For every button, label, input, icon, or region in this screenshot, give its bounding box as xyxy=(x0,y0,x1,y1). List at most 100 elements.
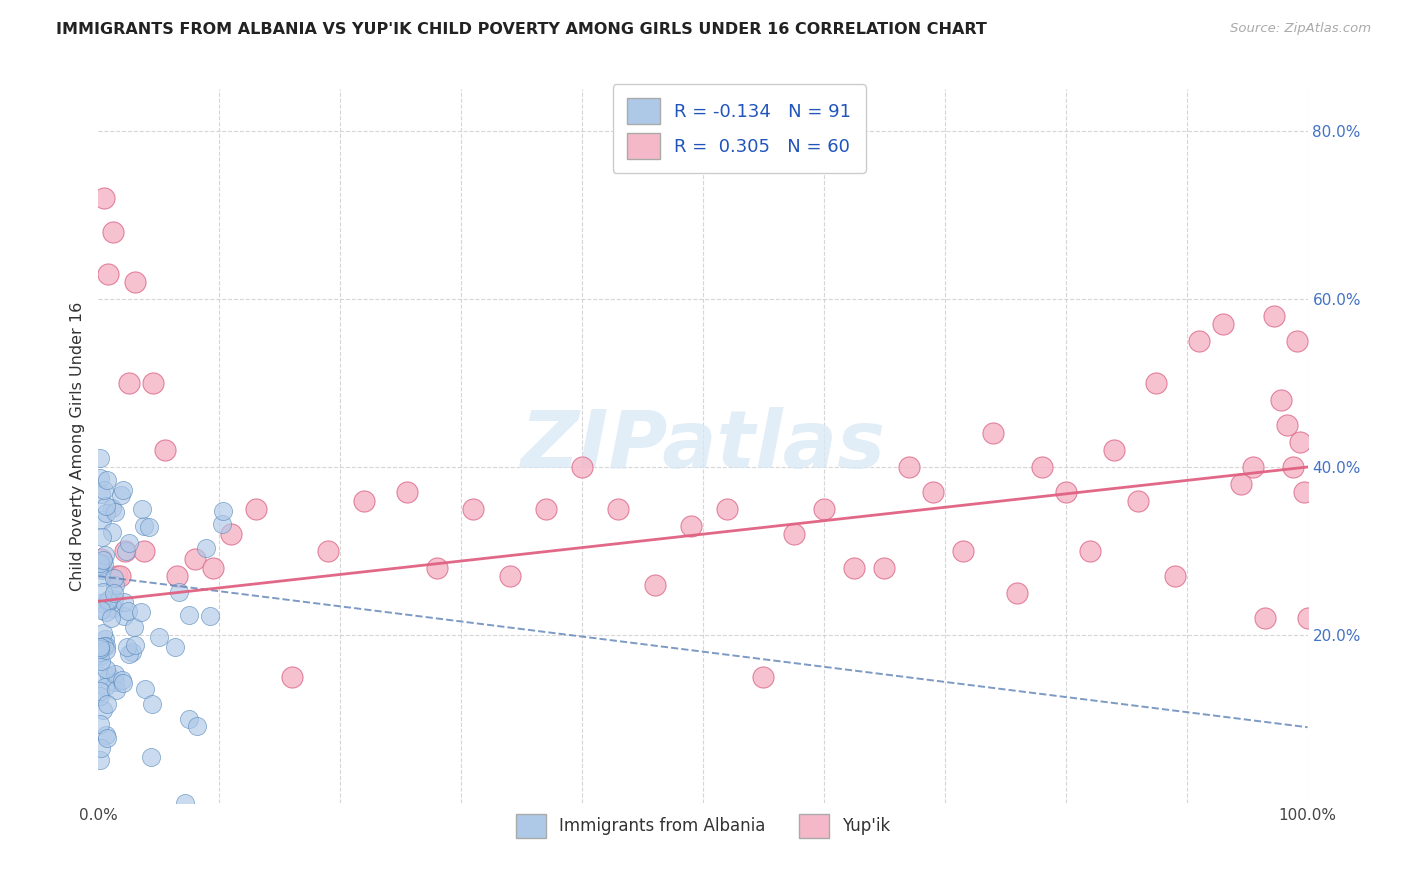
Point xyxy=(463,502,485,516)
Point xyxy=(96,473,118,487)
Point xyxy=(1054,485,1077,500)
Point xyxy=(1230,476,1253,491)
Point xyxy=(124,275,146,289)
Point xyxy=(752,670,775,684)
Point xyxy=(395,485,418,500)
Point xyxy=(108,569,131,583)
Point xyxy=(122,620,145,634)
Point xyxy=(184,552,207,566)
Point xyxy=(1128,493,1150,508)
Point xyxy=(89,641,111,656)
Point xyxy=(644,577,666,591)
Point xyxy=(91,626,114,640)
Text: ZIPatlas: ZIPatlas xyxy=(520,407,886,485)
Point xyxy=(1254,611,1277,625)
Point xyxy=(103,571,125,585)
Point xyxy=(132,519,155,533)
Point xyxy=(211,517,233,532)
Point xyxy=(91,584,114,599)
Point xyxy=(89,640,111,655)
Point xyxy=(89,717,111,731)
Point xyxy=(353,493,375,508)
Point xyxy=(1163,569,1185,583)
Point xyxy=(90,640,112,654)
Point xyxy=(114,544,136,558)
Point xyxy=(952,544,974,558)
Point xyxy=(716,502,738,516)
Point xyxy=(111,483,134,497)
Point xyxy=(1289,434,1312,449)
Point xyxy=(195,541,218,555)
Point xyxy=(142,376,165,390)
Point xyxy=(94,680,117,694)
Point xyxy=(96,731,118,745)
Point xyxy=(96,500,118,514)
Point xyxy=(90,655,112,669)
Point xyxy=(129,605,152,619)
Point xyxy=(813,502,835,516)
Point xyxy=(897,460,920,475)
Point xyxy=(1188,334,1211,348)
Point xyxy=(91,530,114,544)
Point xyxy=(1275,417,1298,432)
Point xyxy=(101,524,124,539)
Point xyxy=(94,605,117,619)
Point xyxy=(1146,376,1168,390)
Point xyxy=(103,585,125,599)
Point xyxy=(94,643,117,657)
Point xyxy=(94,506,117,520)
Point xyxy=(1212,318,1234,332)
Point xyxy=(100,500,122,515)
Point xyxy=(1102,443,1125,458)
Point xyxy=(93,483,115,497)
Point xyxy=(97,593,120,607)
Point xyxy=(1292,485,1315,500)
Point xyxy=(89,451,111,466)
Point xyxy=(221,527,243,541)
Point xyxy=(114,544,136,558)
Point xyxy=(111,673,134,688)
Point xyxy=(166,569,188,583)
Point xyxy=(96,698,118,712)
Point xyxy=(281,670,304,684)
Point xyxy=(103,591,125,606)
Point xyxy=(134,544,156,558)
Point xyxy=(90,741,112,756)
Point xyxy=(89,556,111,570)
Point xyxy=(124,638,146,652)
Point xyxy=(134,682,156,697)
Point xyxy=(89,645,111,659)
Point xyxy=(97,267,120,281)
Point xyxy=(138,519,160,533)
Point xyxy=(1078,544,1101,558)
Point xyxy=(89,684,111,698)
Point xyxy=(89,649,111,664)
Point xyxy=(921,485,943,500)
Point xyxy=(104,666,127,681)
Point xyxy=(534,502,557,516)
Point xyxy=(1263,309,1285,323)
Point xyxy=(571,460,593,475)
Point xyxy=(101,225,124,239)
Point xyxy=(90,596,112,610)
Point xyxy=(131,502,153,516)
Point xyxy=(139,749,162,764)
Point xyxy=(104,682,127,697)
Point xyxy=(89,560,111,574)
Point xyxy=(96,728,118,742)
Point xyxy=(104,578,127,592)
Point xyxy=(844,560,866,574)
Point xyxy=(118,376,141,390)
Point xyxy=(118,647,141,661)
Point xyxy=(607,502,630,516)
Point xyxy=(118,536,141,550)
Text: IMMIGRANTS FROM ALBANIA VS YUP'IK CHILD POVERTY AMONG GIRLS UNDER 16 CORRELATION: IMMIGRANTS FROM ALBANIA VS YUP'IK CHILD … xyxy=(56,22,987,37)
Point xyxy=(177,608,200,623)
Point xyxy=(153,443,176,458)
Point xyxy=(165,640,187,654)
Point xyxy=(186,719,208,733)
Point xyxy=(90,513,112,527)
Point xyxy=(167,585,190,599)
Point xyxy=(91,552,114,566)
Y-axis label: Child Poverty Among Girls Under 16: Child Poverty Among Girls Under 16 xyxy=(69,301,84,591)
